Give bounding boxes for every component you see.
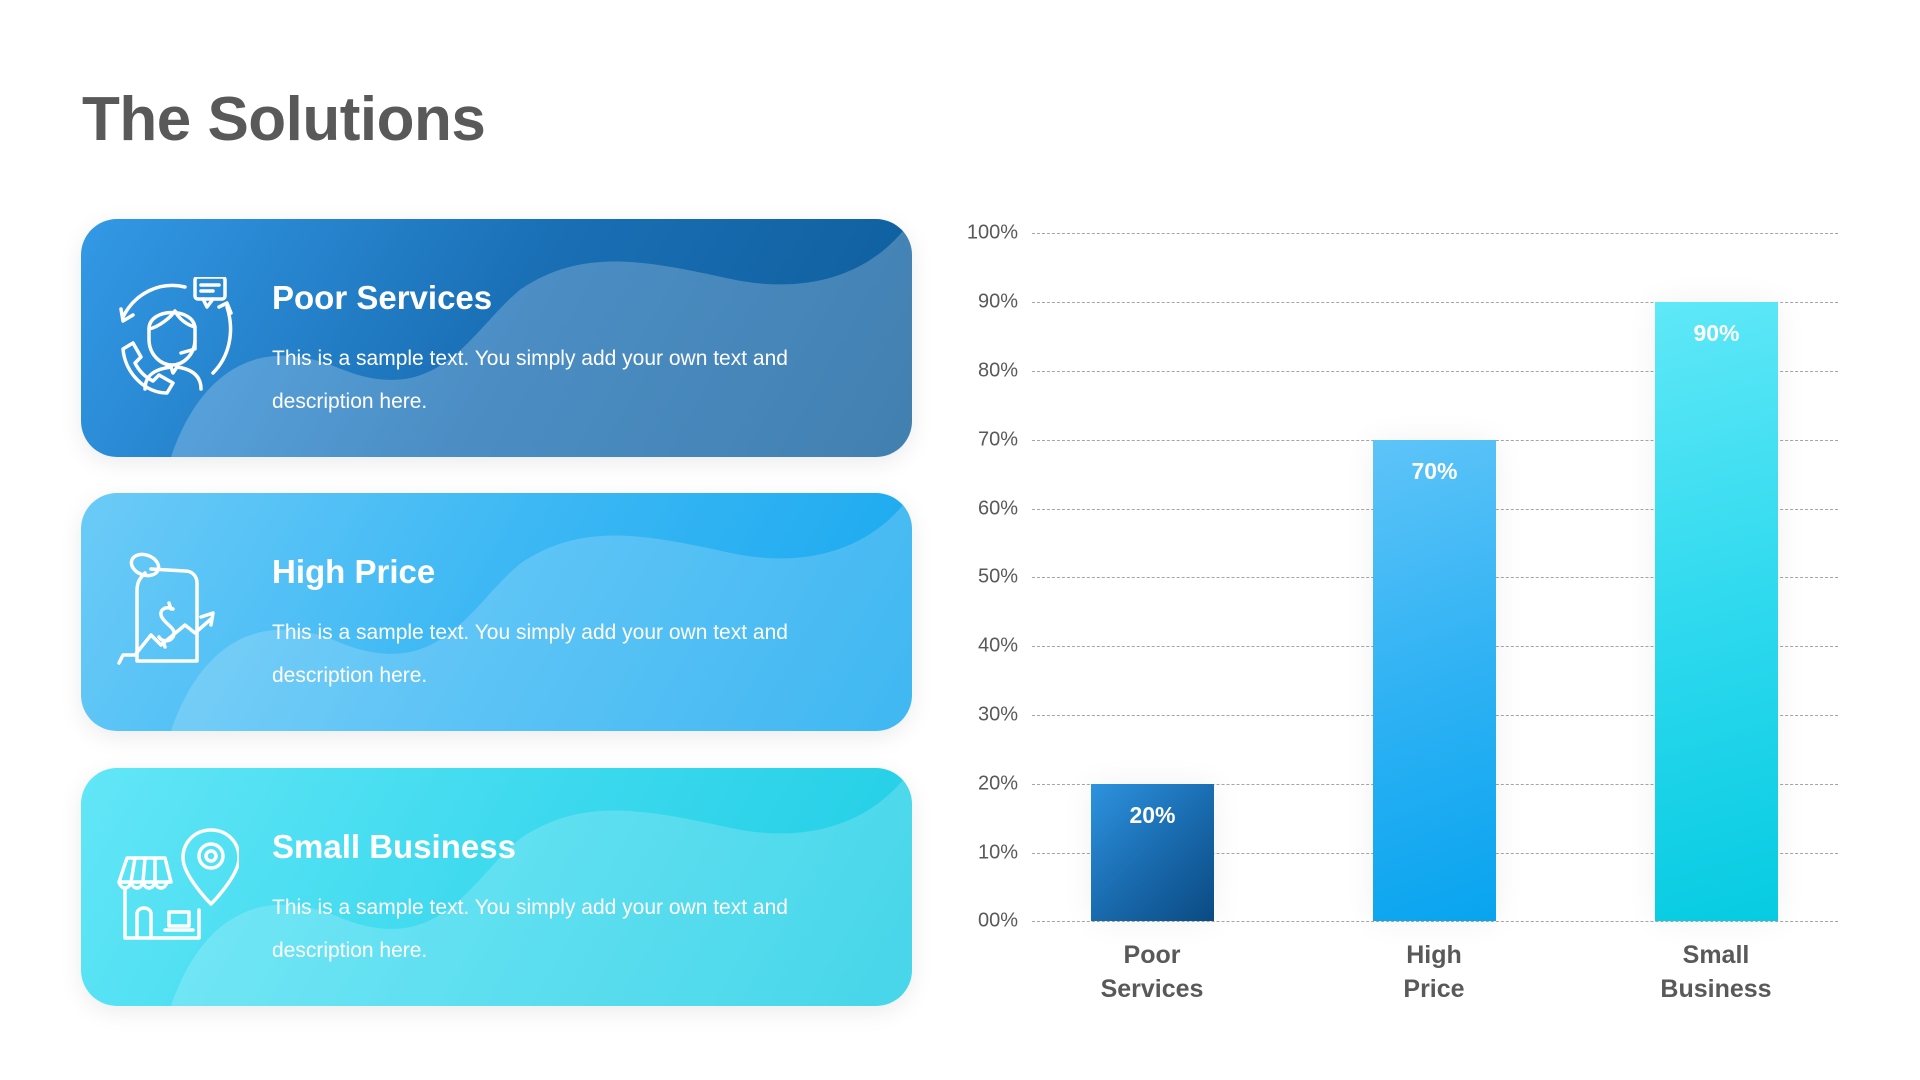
- bar-small-business: 90%: [1655, 302, 1778, 921]
- x-label-line: High: [1406, 941, 1462, 969]
- solution-card-small-business: Small Business This is a sample text. Yo…: [81, 768, 912, 1006]
- x-label-line: Small: [1682, 941, 1750, 969]
- price-tag-increase-icon: [117, 552, 215, 665]
- x-label-line: Business: [1660, 975, 1772, 1003]
- y-tick-label: 60%: [977, 497, 1018, 520]
- card-description: This is a sample text. You simply add yo…: [272, 896, 788, 962]
- customer-support-icon: [119, 277, 233, 395]
- store-location-icon: [117, 828, 239, 940]
- card-description: This is a sample text. You simply add yo…: [272, 347, 788, 413]
- x-category-label: Poor Services: [1052, 938, 1252, 1006]
- x-label-line: Services: [1100, 975, 1204, 1003]
- bar-value-label: 20%: [1129, 802, 1176, 828]
- y-tick-label: 90%: [977, 290, 1018, 313]
- y-tick-label: 100%: [966, 221, 1018, 244]
- y-tick-label: 40%: [977, 634, 1018, 657]
- y-tick-label: 30%: [977, 703, 1018, 726]
- y-tick-label: 00%: [977, 909, 1018, 932]
- gridline: [1032, 233, 1838, 234]
- y-tick-label: 10%: [977, 841, 1018, 864]
- card-description: This is a sample text. You simply add yo…: [272, 621, 788, 687]
- page-title: The Solutions: [82, 85, 486, 154]
- bar-value-label: 70%: [1411, 458, 1458, 484]
- bar-high-price: 70%: [1373, 440, 1496, 921]
- y-tick-label: 50%: [977, 565, 1018, 588]
- x-label-line: Poor: [1123, 941, 1181, 969]
- wave-decoration: [171, 768, 912, 1006]
- x-category-label: High Price: [1334, 938, 1534, 1006]
- card-title: Small Business: [272, 828, 516, 865]
- y-tick-label: 80%: [977, 359, 1018, 382]
- bar-poor-services: 20%: [1091, 784, 1214, 921]
- gridline: [1032, 921, 1838, 922]
- card-title: Poor Services: [272, 279, 493, 316]
- card-title: High Price: [272, 553, 436, 590]
- bar-value-label: 90%: [1693, 320, 1740, 346]
- gridline: [1032, 302, 1838, 303]
- solution-card-high-price: High Price This is a sample text. You si…: [81, 493, 912, 731]
- y-tick-label: 70%: [977, 428, 1018, 451]
- solution-card-poor-services: Poor Services This is a sample text. You…: [81, 219, 912, 457]
- x-category-label: Small Business: [1616, 938, 1816, 1006]
- x-label-line: Price: [1403, 975, 1465, 1003]
- gridline: [1032, 371, 1838, 372]
- wave-decoration: [171, 219, 912, 457]
- y-tick-label: 20%: [977, 772, 1018, 795]
- wave-decoration: [171, 493, 912, 731]
